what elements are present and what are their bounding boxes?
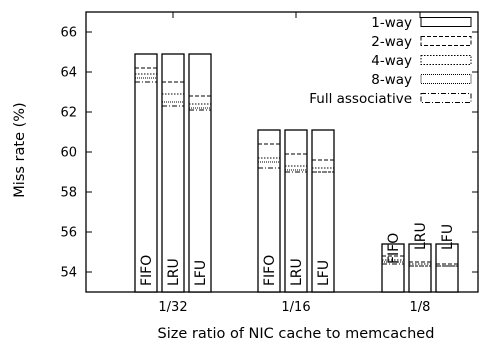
policy-label-lfu: LFU bbox=[316, 260, 332, 286]
y-tick-label: 54 bbox=[60, 266, 77, 281]
policy-label-lfu: LFU bbox=[193, 260, 209, 286]
legend-swatch bbox=[420, 74, 472, 84]
policy-label-fifo: FIFO bbox=[386, 233, 402, 264]
y-axis: 54 56 58 60 62 64 66 bbox=[60, 26, 478, 281]
bar-1-way bbox=[188, 53, 212, 293]
legend-item: 1-way bbox=[371, 15, 472, 31]
y-axis-title: Miss rate (%) bbox=[12, 102, 28, 197]
x-axis-title: Size ratio of NIC cache to memcached bbox=[158, 326, 435, 342]
x-axis: 1/32 1/16 1/8 bbox=[158, 12, 430, 315]
legend-label: Full associative bbox=[309, 91, 412, 107]
bar-group-1-32: FIFO LRU LFU bbox=[134, 53, 212, 293]
bar-groups: FIFO LRU LFU FIFO LRU LFU FIFO LRU LFU bbox=[134, 53, 459, 293]
bar-group-1-8: FIFO LRU LFU bbox=[381, 222, 459, 293]
y-tick-label: 64 bbox=[60, 66, 77, 81]
bar-1-way bbox=[311, 129, 335, 293]
legend-label: 4-way bbox=[371, 53, 412, 69]
legend-swatch bbox=[420, 55, 472, 65]
legend-item: 4-way bbox=[371, 53, 472, 69]
bar-group-1-16: FIFO LRU LFU bbox=[257, 129, 335, 293]
legend-label: 2-way bbox=[371, 34, 412, 50]
legend-swatch bbox=[420, 93, 472, 103]
legend-swatch bbox=[420, 36, 472, 46]
x-tick-label: 1/8 bbox=[410, 300, 431, 315]
policy-label-lfu: LFU bbox=[440, 224, 456, 250]
y-tick-label: 56 bbox=[60, 226, 77, 241]
y-tick-label: 60 bbox=[60, 146, 77, 161]
policy-label-lru: LRU bbox=[166, 258, 182, 286]
y-tick-label: 62 bbox=[60, 106, 77, 121]
policy-label-lru: LRU bbox=[289, 258, 305, 286]
legend-item: Full associative bbox=[309, 91, 472, 107]
bar-1-way bbox=[134, 53, 158, 293]
y-tick-label: 66 bbox=[60, 26, 77, 41]
policy-label-fifo: FIFO bbox=[139, 255, 155, 286]
bar-1-way bbox=[257, 129, 281, 293]
x-tick-label: 1/16 bbox=[281, 300, 310, 315]
legend-item: 2-way bbox=[371, 34, 472, 50]
bar-1-way bbox=[408, 243, 432, 293]
bar-1-way bbox=[435, 243, 459, 293]
legend-item: 8-way bbox=[371, 72, 472, 88]
bar-1-way bbox=[161, 53, 185, 293]
legend: 1-way 2-way 4-way 8-way Full associative bbox=[309, 15, 472, 107]
legend-swatch bbox=[420, 17, 472, 27]
x-tick-label: 1/32 bbox=[158, 300, 187, 315]
legend-label: 8-way bbox=[371, 72, 412, 88]
y-tick-label: 58 bbox=[60, 186, 77, 201]
policy-label-fifo: FIFO bbox=[262, 255, 278, 286]
bar-1-way bbox=[381, 243, 405, 293]
legend-label: 1-way bbox=[371, 15, 412, 31]
policy-label-lru: LRU bbox=[413, 222, 429, 250]
